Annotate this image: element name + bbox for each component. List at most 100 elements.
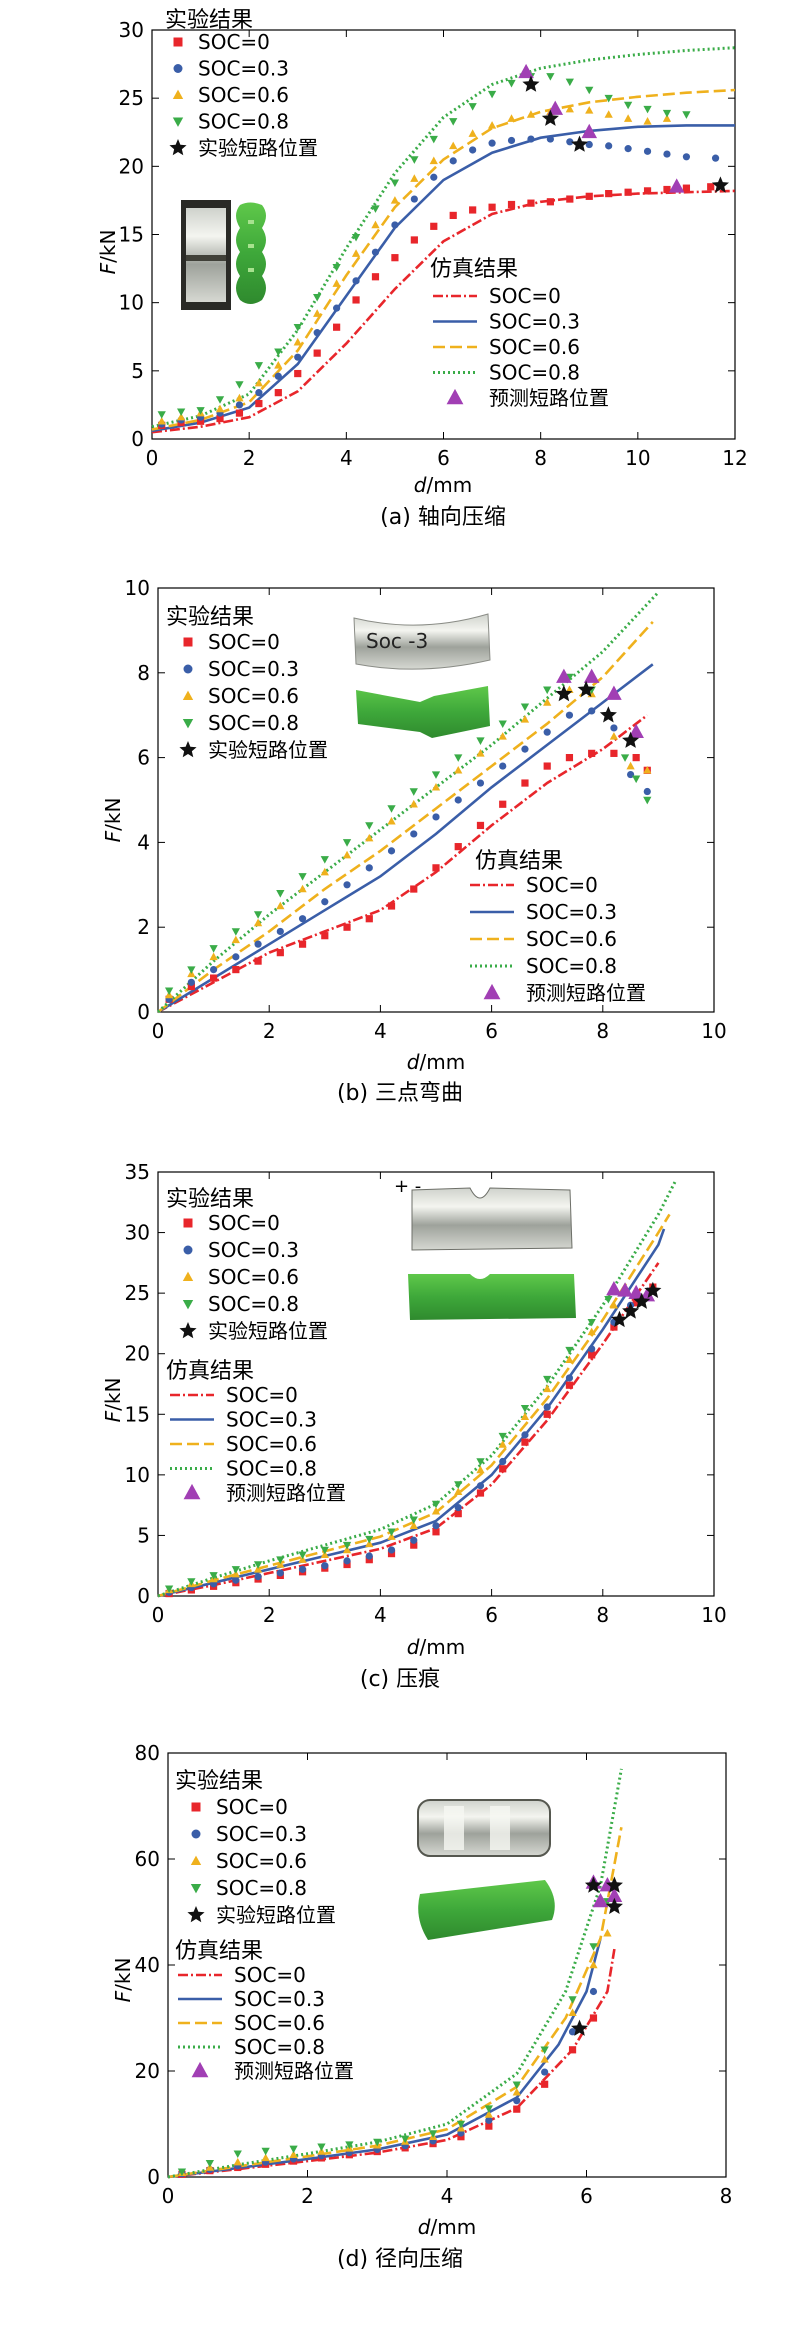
legend-label: SOC=0.3 <box>208 657 299 681</box>
exp-point-SOC=0 <box>454 1510 462 1518</box>
legend-marker-SOC=0.6 <box>182 690 194 701</box>
x-tick-label: 4 <box>374 1603 387 1627</box>
exp-point-SOC=0.8 <box>387 805 396 813</box>
exp-point-SOC=0.8 <box>274 348 283 357</box>
exp-point-SOC=0 <box>387 902 396 910</box>
exp-point-SOC=0 <box>541 2080 549 2088</box>
simulation-lines <box>167 1768 623 2179</box>
legend-marker-SOC=0 <box>183 1218 193 1228</box>
y-tick-label: 35 <box>125 1160 150 1184</box>
exp-point-SOC=0 <box>232 966 240 974</box>
x-axis-label: d/mm <box>407 1635 465 1659</box>
exp-point-SOC=0 <box>476 1489 485 1497</box>
exp-point-SOC=0.8 <box>196 407 205 415</box>
exp-point-SOC=0.3 <box>276 927 284 936</box>
exp-point-SOC=0.8 <box>231 1566 240 1574</box>
exp-point-SOC=0.6 <box>609 732 619 740</box>
exp-point-SOC=0.8 <box>298 873 307 881</box>
exp-point-SOC=0.3 <box>682 153 691 161</box>
legend-label: SOC=0 <box>526 873 598 897</box>
exp-point-SOC=0.8 <box>205 2159 214 2168</box>
exp-point-SOC=0.8 <box>351 233 361 242</box>
exp-point-SOC=0.6 <box>431 1506 441 1515</box>
exp-point-SOC=0 <box>643 187 652 195</box>
exp-point-SOC=0.6 <box>410 174 419 182</box>
exp-point-SOC=0.6 <box>643 117 652 125</box>
exp-point-SOC=0.6 <box>603 1928 612 1937</box>
specimen-inset <box>417 1799 555 1940</box>
x-tick-label: 2 <box>301 2184 314 2208</box>
exp-point-SOC=0.3 <box>432 813 440 821</box>
exp-point-SOC=0 <box>588 1351 596 1359</box>
exp-point-SOC=0.3 <box>432 1522 440 1530</box>
exp-point-SOC=0 <box>432 864 440 872</box>
exp-point-SOC=0.6 <box>215 404 225 413</box>
exp-point-SOC=0.3 <box>624 145 632 153</box>
exp-point-SOC=0.6 <box>157 416 166 425</box>
exp-point-SOC=0.8 <box>365 822 374 830</box>
exp-point-SOC=0.6 <box>454 1487 463 1496</box>
exp-point-SOC=0.8 <box>454 754 463 762</box>
exp-point-SOC=0.8 <box>253 1561 263 1569</box>
legend-label: 预测短路位置 <box>234 2059 354 2083</box>
legend-label: 预测短路位置 <box>489 386 609 410</box>
exp-point-SOC=0.3 <box>565 1374 574 1382</box>
exp-point-SOC=0 <box>276 949 284 957</box>
exp-point-SOC=0 <box>507 200 516 209</box>
legend-marker-SOC=0.3 <box>183 664 193 674</box>
y-tick-label: 0 <box>137 1000 150 1024</box>
legend-exp-title: 实验结果 <box>166 1187 254 1212</box>
x-tick-label: 8 <box>596 1019 609 1043</box>
legend-label: SOC=0.3 <box>489 310 580 334</box>
exp-point-SOC=0.8 <box>365 1535 374 1544</box>
exp-point-SOC=0.3 <box>610 724 618 732</box>
exp-point-SOC=0 <box>476 821 485 830</box>
x-axis-label: d/mm <box>414 473 472 497</box>
axes-ticks: 0 2 4 6 8 10 12 0 5 10 15 20 25 30 <box>119 18 748 470</box>
y-tick-label: 20 <box>125 1342 150 1366</box>
legend-label: SOC=0.8 <box>234 2035 325 2059</box>
x-tick-label: 6 <box>485 1603 498 1627</box>
exp-point-SOC=0 <box>499 1465 507 1473</box>
pred-short-circuit-marker <box>547 100 564 115</box>
legend-marker-exp-short-circuit <box>179 1322 197 1339</box>
exp-point-SOC=0 <box>485 2122 493 2130</box>
specimen-inset: Soc -3 <box>353 613 491 738</box>
x-tick-label: 10 <box>701 1603 726 1627</box>
exp-point-SOC=0.6 <box>209 952 218 961</box>
sim-line-SOC=0.3 <box>157 663 654 1014</box>
experimental-points <box>177 1898 612 2178</box>
exp-point-SOC=0.3 <box>568 2028 577 2036</box>
pred-short-circuit-marker <box>668 178 685 193</box>
exp-point-SOC=0.8 <box>289 2145 298 2154</box>
exp-point-SOC=0 <box>449 211 457 220</box>
exp-point-SOC=0.3 <box>321 1562 329 1570</box>
exp-point-SOC=0.6 <box>431 782 441 791</box>
exp-point-SOC=0 <box>410 236 418 244</box>
exp-short-circuit-marker <box>622 1302 640 1319</box>
x-axis-label: d/mm <box>407 1050 465 1074</box>
legend-label: SOC=0.6 <box>489 335 580 359</box>
specimen-photo <box>353 613 491 670</box>
exp-point-SOC=0.6 <box>568 2008 577 2016</box>
exp-point-SOC=0.3 <box>232 953 240 961</box>
sim-line-SOC=0.6 <box>167 1826 623 2179</box>
y-tick-label: 20 <box>135 2059 160 2083</box>
exp-point-SOC=0.3 <box>365 864 373 872</box>
exp-point-SOC=0.3 <box>521 1431 529 1439</box>
exp-point-SOC=0 <box>321 932 329 940</box>
exp-point-SOC=0.6 <box>253 918 263 927</box>
exp-point-SOC=0.6 <box>332 279 341 287</box>
exp-point-SOC=0.8 <box>157 411 166 419</box>
exp-short-circuit-marker <box>577 680 595 698</box>
sim-line-SOC=0 <box>151 189 736 434</box>
legend-marker-SOC=0.6 <box>190 1855 202 1866</box>
exp-short-circuit-marker <box>711 176 729 193</box>
exp-point-SOC=0.6 <box>274 361 283 369</box>
x-label-symbol: d <box>414 473 427 497</box>
legend-marker-SOC=0.6 <box>172 89 184 100</box>
exp-point-SOC=0.6 <box>476 749 485 757</box>
axes-ticks: 0 2 4 6 8 10 0 5 10 15 20 25 30 35 <box>125 1160 727 1627</box>
